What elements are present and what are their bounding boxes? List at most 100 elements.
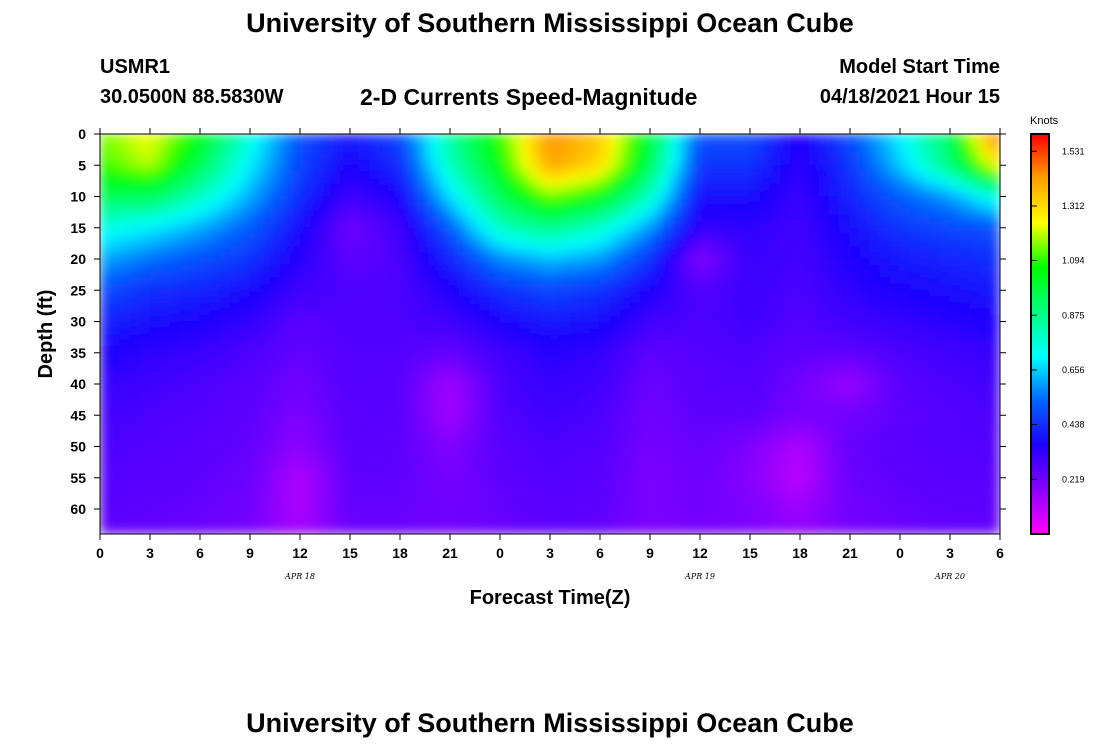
- heatmap-cell: [239, 427, 251, 435]
- heatmap-cell: [169, 471, 181, 479]
- heatmap-cell: [439, 308, 451, 316]
- heatmap-cell: [229, 214, 241, 222]
- heatmap-cell: [179, 427, 191, 435]
- heatmap-cell: [409, 458, 421, 466]
- heatmap-cell: [679, 152, 691, 160]
- heatmap-cell: [149, 302, 161, 310]
- heatmap-cell: [379, 439, 391, 447]
- heatmap-cell: [249, 471, 261, 479]
- heatmap-cell: [719, 302, 731, 310]
- heatmap-cell: [239, 346, 251, 354]
- heatmap-cell: [669, 452, 681, 460]
- heatmap-cell: [149, 389, 161, 397]
- heatmap-cell: [969, 296, 981, 304]
- heatmap-cell: [779, 239, 791, 247]
- heatmap-cell: [569, 208, 581, 216]
- heatmap-cell: [919, 321, 931, 329]
- heatmap-cell: [799, 271, 811, 279]
- heatmap-cell: [100, 477, 111, 485]
- heatmap-cell: [499, 277, 511, 285]
- heatmap-cell: [189, 346, 201, 354]
- heatmap-cell: [279, 214, 291, 222]
- heatmap-cell: [579, 327, 591, 335]
- heatmap-cell: [389, 414, 401, 422]
- heatmap-cell: [659, 139, 671, 147]
- heatmap-cell: [349, 183, 361, 191]
- heatmap-cell: [659, 258, 671, 266]
- heatmap-cell: [859, 396, 871, 404]
- heatmap-cell: [729, 464, 741, 472]
- heatmap-cell: [639, 402, 651, 410]
- heatmap-cell: [689, 152, 701, 160]
- heatmap-cell: [499, 452, 511, 460]
- heatmap-cell: [179, 202, 191, 210]
- heatmap-cell: [559, 408, 571, 416]
- heatmap-cell: [959, 277, 971, 285]
- heatmap-cell: [379, 339, 391, 347]
- heatmap-cell: [379, 458, 391, 466]
- heatmap-cell: [159, 202, 171, 210]
- heatmap-cell: [469, 471, 481, 479]
- heatmap-cell: [759, 202, 771, 210]
- heatmap-cell: [589, 233, 601, 241]
- heatmap-cell: [749, 383, 761, 391]
- heatmap-cell: [939, 283, 951, 291]
- heatmap-cell: [599, 271, 611, 279]
- heatmap-cell: [899, 471, 911, 479]
- heatmap-cell: [279, 452, 291, 460]
- heatmap-cell: [839, 414, 851, 422]
- heatmap-cell: [589, 333, 601, 341]
- heatmap-cell: [159, 196, 171, 204]
- heatmap-cell: [409, 464, 421, 472]
- heatmap-cell: [789, 246, 801, 254]
- heatmap-cell: [509, 146, 521, 154]
- heatmap-cell: [949, 277, 961, 285]
- heatmap-cell: [899, 171, 911, 179]
- heatmap-cell: [969, 177, 981, 185]
- heatmap-cell: [989, 383, 1000, 391]
- heatmap-cell: [239, 283, 251, 291]
- heatmap-cell: [119, 408, 131, 416]
- heatmap-cell: [739, 183, 751, 191]
- heatmap-cell: [279, 227, 291, 235]
- heatmap-cell: [199, 283, 211, 291]
- heatmap-cell: [379, 227, 391, 235]
- heatmap-cell: [469, 352, 481, 360]
- heatmap-cell: [969, 221, 981, 229]
- heatmap-cell: [819, 421, 831, 429]
- heatmap-cell: [789, 452, 801, 460]
- heatmap-cell: [569, 433, 581, 441]
- heatmap-cell: [199, 339, 211, 347]
- heatmap-cell: [319, 289, 331, 297]
- heatmap-cell: [929, 358, 941, 366]
- heatmap-cell: [949, 183, 961, 191]
- heatmap-cell: [689, 177, 701, 185]
- heatmap-cell: [589, 258, 601, 266]
- heatmap-cell: [849, 171, 861, 179]
- heatmap-cell: [339, 252, 351, 260]
- heatmap-cell: [859, 227, 871, 235]
- heatmap-cell: [769, 146, 781, 154]
- heatmap-cell: [699, 414, 711, 422]
- heatmap-cell: [779, 177, 791, 185]
- heatmap-cell: [279, 446, 291, 454]
- heatmap-cell: [769, 271, 781, 279]
- heatmap-cell: [559, 208, 571, 216]
- heatmap-cell: [119, 402, 131, 410]
- heatmap-cell: [799, 296, 811, 304]
- heatmap-cell: [949, 427, 961, 435]
- heatmap-cell: [409, 333, 421, 341]
- heatmap-cell: [809, 358, 821, 366]
- heatmap-cell: [409, 214, 421, 222]
- heatmap-cell: [179, 352, 191, 360]
- heatmap-cell: [539, 202, 551, 210]
- heatmap-cell: [279, 339, 291, 347]
- heatmap-cell: [379, 421, 391, 429]
- heatmap-cell: [879, 408, 891, 416]
- heatmap-cell: [899, 214, 911, 222]
- heatmap-cell: [859, 208, 871, 216]
- heatmap-cell: [489, 221, 501, 229]
- heatmap-cell: [669, 239, 681, 247]
- heatmap-cell: [279, 333, 291, 341]
- heatmap-cell: [919, 289, 931, 297]
